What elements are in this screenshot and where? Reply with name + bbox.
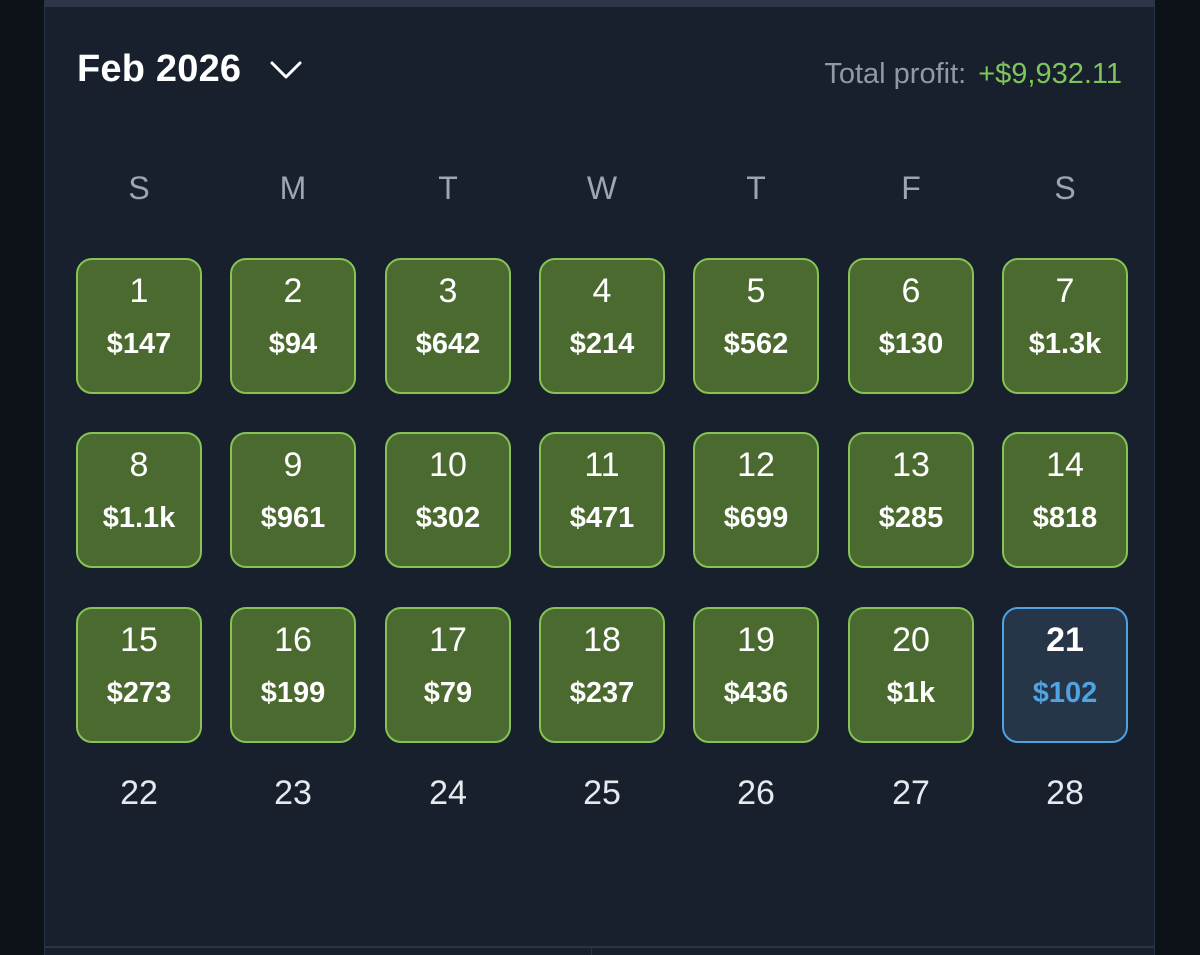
day-number: 13 (892, 446, 930, 484)
day-number: 20 (892, 621, 930, 659)
day-profit-amount: $1.3k (1028, 328, 1102, 360)
day-cell-8[interactable]: 8 $1.1k (76, 432, 202, 568)
chevron-down-icon[interactable] (269, 59, 303, 81)
day-profit-amount: $302 (415, 502, 481, 534)
day-cell-24[interactable]: 24 (385, 743, 511, 879)
day-cell-9[interactable]: 9 $961 (230, 432, 356, 568)
total-profit-label: Total profit: (824, 58, 967, 90)
day-number: 25 (583, 774, 621, 812)
day-cell-11[interactable]: 11 $471 (539, 432, 665, 568)
day-number: 19 (737, 621, 775, 659)
day-profit-amount: $699 (723, 502, 789, 534)
day-number: 4 (592, 272, 612, 310)
day-profit-amount: $961 (260, 502, 326, 534)
day-number: 3 (438, 272, 458, 310)
day-cell-6[interactable]: 6 $130 (848, 258, 974, 394)
day-profit-amount: $130 (878, 328, 944, 360)
day-cell-13[interactable]: 13 $285 (848, 432, 974, 568)
day-profit-amount: $199 (260, 677, 326, 709)
day-cell-5[interactable]: 5 $562 (693, 258, 819, 394)
day-number: 1 (129, 272, 149, 310)
weekday-label: F (901, 170, 921, 206)
day-cell-1[interactable]: 1 $147 (76, 258, 202, 394)
day-number: 12 (737, 446, 775, 484)
day-number: 18 (583, 621, 621, 659)
day-cell-27[interactable]: 27 (848, 743, 974, 879)
day-cell-18[interactable]: 18 $237 (539, 607, 665, 743)
total-profit-value: +$9,932.11 (978, 58, 1122, 90)
day-number: 26 (737, 774, 775, 812)
day-profit-amount: $79 (423, 677, 473, 709)
day-number: 7 (1055, 272, 1075, 310)
day-cell-17[interactable]: 17 $79 (385, 607, 511, 743)
day-cell-4[interactable]: 4 $214 (539, 258, 665, 394)
day-profit-amount: $214 (569, 328, 635, 360)
day-profit-amount: $147 (106, 328, 172, 360)
day-number: 23 (274, 774, 312, 812)
day-profit-amount: $273 (106, 677, 172, 709)
day-profit-amount: $1.1k (102, 502, 176, 534)
day-cell-10[interactable]: 10 $302 (385, 432, 511, 568)
day-cell-22[interactable]: 22 (76, 743, 202, 879)
day-number: 2 (283, 272, 303, 310)
weekday-label: T (438, 170, 458, 206)
day-cell-3[interactable]: 3 $642 (385, 258, 511, 394)
weekday-label: S (128, 170, 150, 206)
day-cell-2[interactable]: 2 $94 (230, 258, 356, 394)
day-cell-20[interactable]: 20 $1k (848, 607, 974, 743)
weekday-label: W (586, 170, 618, 206)
weekday-label: T (746, 170, 766, 206)
day-number: 14 (1046, 446, 1084, 484)
day-profit-amount: $642 (415, 328, 481, 360)
calendar-panel: Feb 2026 Total profit: +$9,932.11 S M T W T F… (44, 0, 1155, 955)
day-number: 9 (283, 446, 303, 484)
day-number: 17 (429, 621, 467, 659)
day-cell-28[interactable]: 28 (1002, 743, 1128, 879)
day-number: 28 (1046, 774, 1084, 812)
day-cell-12[interactable]: 12 $699 (693, 432, 819, 568)
day-number: 16 (274, 621, 312, 659)
panel-bottom-divider (591, 946, 592, 955)
day-number: 5 (746, 272, 766, 310)
day-profit-amount: $94 (268, 328, 318, 360)
day-number: 27 (892, 774, 930, 812)
day-cell-26[interactable]: 26 (693, 743, 819, 879)
day-number: 11 (584, 446, 620, 484)
day-cell-21[interactable]: 21 $102 (1002, 607, 1128, 743)
day-profit-amount: $818 (1032, 502, 1098, 534)
month-label: Feb 2026 (77, 48, 242, 90)
day-number: 15 (120, 621, 158, 659)
day-number: 10 (429, 446, 467, 484)
panel-top-border (45, 0, 1154, 7)
day-number: 24 (429, 774, 467, 812)
weekday-label: S (1054, 170, 1076, 206)
day-cell-16[interactable]: 16 $199 (230, 607, 356, 743)
day-profit-amount: $562 (723, 328, 789, 360)
day-number: 22 (120, 774, 158, 812)
day-number: 8 (129, 446, 149, 484)
month-selector[interactable]: Feb 2026 (77, 48, 303, 91)
day-number: 6 (901, 272, 921, 310)
weekday-label: M (279, 170, 307, 206)
day-cell-23[interactable]: 23 (230, 743, 356, 879)
panel-bottom-border (45, 946, 1154, 948)
day-profit-amount: $102 (1032, 677, 1098, 709)
day-profit-amount: $436 (723, 677, 789, 709)
day-cell-25[interactable]: 25 (539, 743, 665, 879)
day-cell-15[interactable]: 15 $273 (76, 607, 202, 743)
day-cell-19[interactable]: 19 $436 (693, 607, 819, 743)
day-profit-amount: $285 (878, 502, 944, 534)
day-cell-14[interactable]: 14 $818 (1002, 432, 1128, 568)
day-number: 21 (1046, 621, 1084, 659)
day-cell-7[interactable]: 7 $1.3k (1002, 258, 1128, 394)
day-profit-amount: $471 (569, 502, 635, 534)
day-profit-amount: $1k (886, 677, 936, 709)
total-profit: Total profit: +$9,932.11 (824, 58, 1122, 91)
day-profit-amount: $237 (569, 677, 635, 709)
